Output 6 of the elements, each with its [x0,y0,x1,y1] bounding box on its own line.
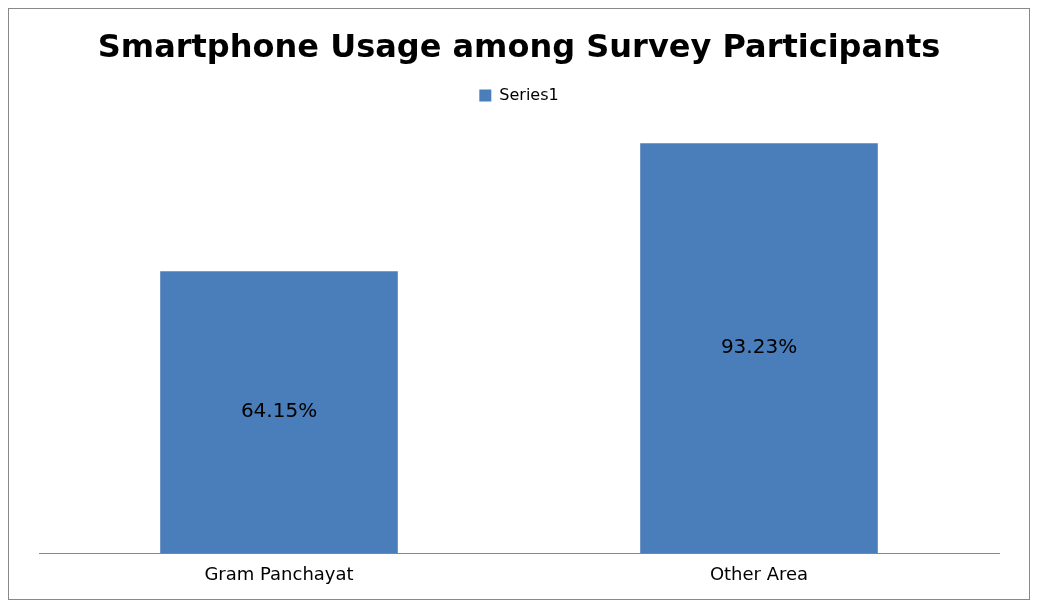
x-tick-label: Other Area [709,562,809,584]
x-tick-label: Gram Panchayat [204,562,354,584]
data-label: 93.23% [720,334,798,359]
data-label: 64.15% [240,398,318,423]
legend-label: Series1 [499,84,559,104]
chart-title: Smartphone Usage among Survey Participants [97,26,941,65]
